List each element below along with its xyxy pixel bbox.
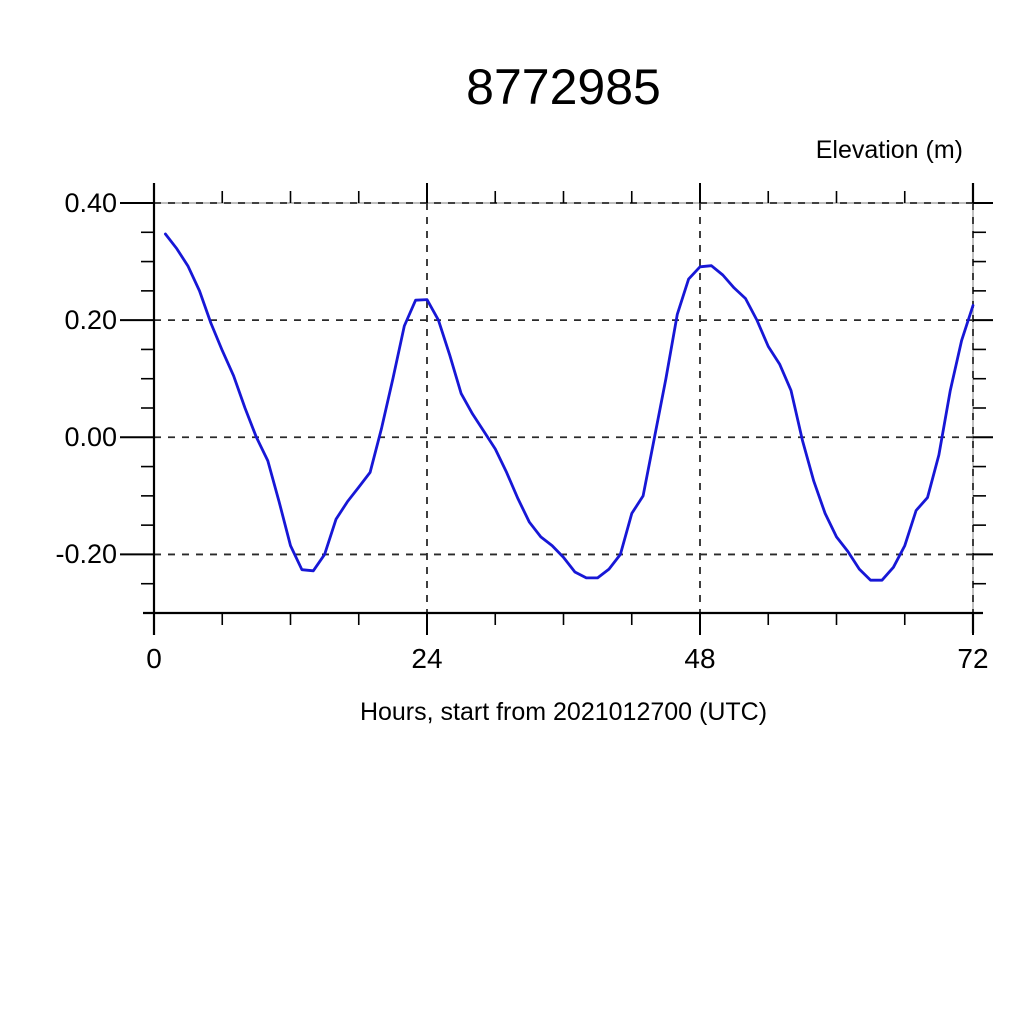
x-tick-label: 72 <box>957 643 989 674</box>
elevation-curve <box>163 232 975 582</box>
x-axis-title: Hours, start from 2021012700 (UTC) <box>359 698 768 726</box>
y-tick-label: 0.00 <box>64 422 117 452</box>
y-tick-label: -0.20 <box>55 539 117 569</box>
y-tick-label: 0.20 <box>64 305 117 335</box>
chart-title: 8772985 <box>466 59 661 115</box>
x-tick-label: 0 <box>146 643 162 674</box>
y-axis-title: Elevation (m) <box>815 136 963 164</box>
x-tick-label: 24 <box>411 643 443 674</box>
y-tick-label: 0.40 <box>64 188 117 218</box>
x-tick-label: 48 <box>684 643 716 674</box>
